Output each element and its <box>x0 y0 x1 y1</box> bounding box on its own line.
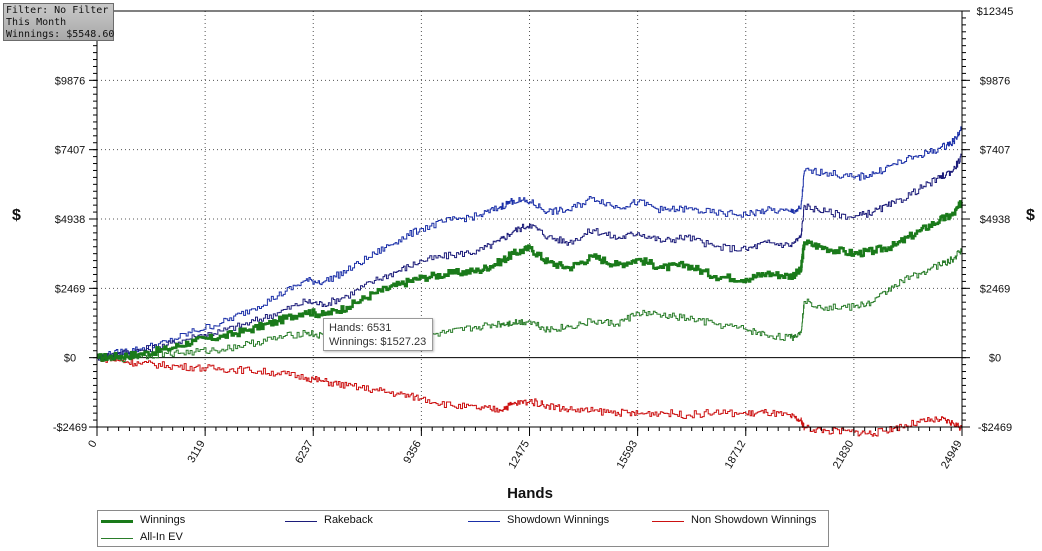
period-label: This Month <box>6 17 67 28</box>
x-tick-label: 0 <box>86 439 99 450</box>
x-tick-label: 24949 <box>939 439 965 471</box>
y-tick-label-left: $0 <box>64 353 76 365</box>
series-line-winnings <box>97 200 964 362</box>
y-tick-label-left: $2469 <box>55 283 86 295</box>
legend-label: Rakeback <box>324 514 373 526</box>
x-tick-label: 12475 <box>506 439 532 471</box>
y-axis-title-left: $ <box>12 207 21 224</box>
y-tick-label-right: -$2469 <box>978 422 1012 434</box>
y-tick-label-left: $7407 <box>55 145 86 157</box>
y-tick-label-left: $4938 <box>55 214 86 226</box>
tooltip-hands: Hands: 6531 <box>329 322 392 334</box>
legend-swatch <box>468 521 500 522</box>
series-line-all-in-ev <box>97 248 963 363</box>
y-tick-label-right: $12345 <box>977 6 1014 18</box>
legend-label: Showdown Winnings <box>507 514 610 526</box>
x-axis-title: Hands <box>507 485 553 502</box>
series-line-rakeback <box>97 153 963 361</box>
legend-label: Non Showdown Winnings <box>691 514 817 526</box>
x-tick-label: 6237 <box>293 439 316 466</box>
y-tick-label-right: $4938 <box>980 214 1011 226</box>
grid-lines <box>97 10 962 428</box>
x-tick-label: 9356 <box>401 439 424 466</box>
legend-swatch <box>285 521 317 522</box>
legend-label: All-In EV <box>140 531 183 543</box>
x-tick-label: 21830 <box>831 439 857 471</box>
y-tick-labels: -$2469 -$2469 $0 $0 $2469 $2469 $4938 $4938 $740… <box>52 6 1014 434</box>
legend-swatch <box>101 538 133 539</box>
x-tick-label: 3119 <box>186 439 208 465</box>
x-tick-labels: 0 3119 6237 9356 12475 15593 18712 21830 24949 <box>86 439 964 471</box>
filter-label: Filter: No Filter <box>6 5 109 16</box>
series-line-non-showdown-winnings <box>97 355 963 437</box>
y-axis-title-right: $ <box>1026 207 1035 224</box>
filter-info-box: Filter: No Filter This Month Winnings: $… <box>3 3 114 41</box>
chart-canvas: -$2469 -$2469 $0 $0 $2469 $2469 $4938 $4938 $740… <box>52 6 1014 471</box>
y-tick-label-right: $2469 <box>980 283 1011 295</box>
tooltip-winnings: Winnings: $1527.23 <box>329 336 427 348</box>
axes <box>89 10 970 436</box>
winnings-total-label: Winnings: $5548.60 <box>6 29 115 40</box>
y-tick-label-right: $0 <box>989 353 1001 365</box>
chart-legend: Winnings Rakeback Showdown Winnings Non … <box>97 510 829 547</box>
y-tick-label-left: -$2469 <box>53 422 87 434</box>
series-line-showdown-winnings <box>97 126 963 360</box>
y-tick-label-left: $9876 <box>55 75 86 87</box>
y-tick-label-right: $9876 <box>980 75 1011 87</box>
data-point-tooltip: Hands: 6531 Winnings: $1527.23 <box>323 318 433 351</box>
series-lines <box>97 126 964 437</box>
x-tick-label: 18712 <box>723 439 749 471</box>
legend-swatch <box>101 520 133 523</box>
legend-swatch <box>652 521 684 522</box>
x-tick-label: 15593 <box>615 439 641 471</box>
legend-label: Winnings <box>140 514 186 526</box>
y-tick-label-right: $7407 <box>980 145 1011 157</box>
